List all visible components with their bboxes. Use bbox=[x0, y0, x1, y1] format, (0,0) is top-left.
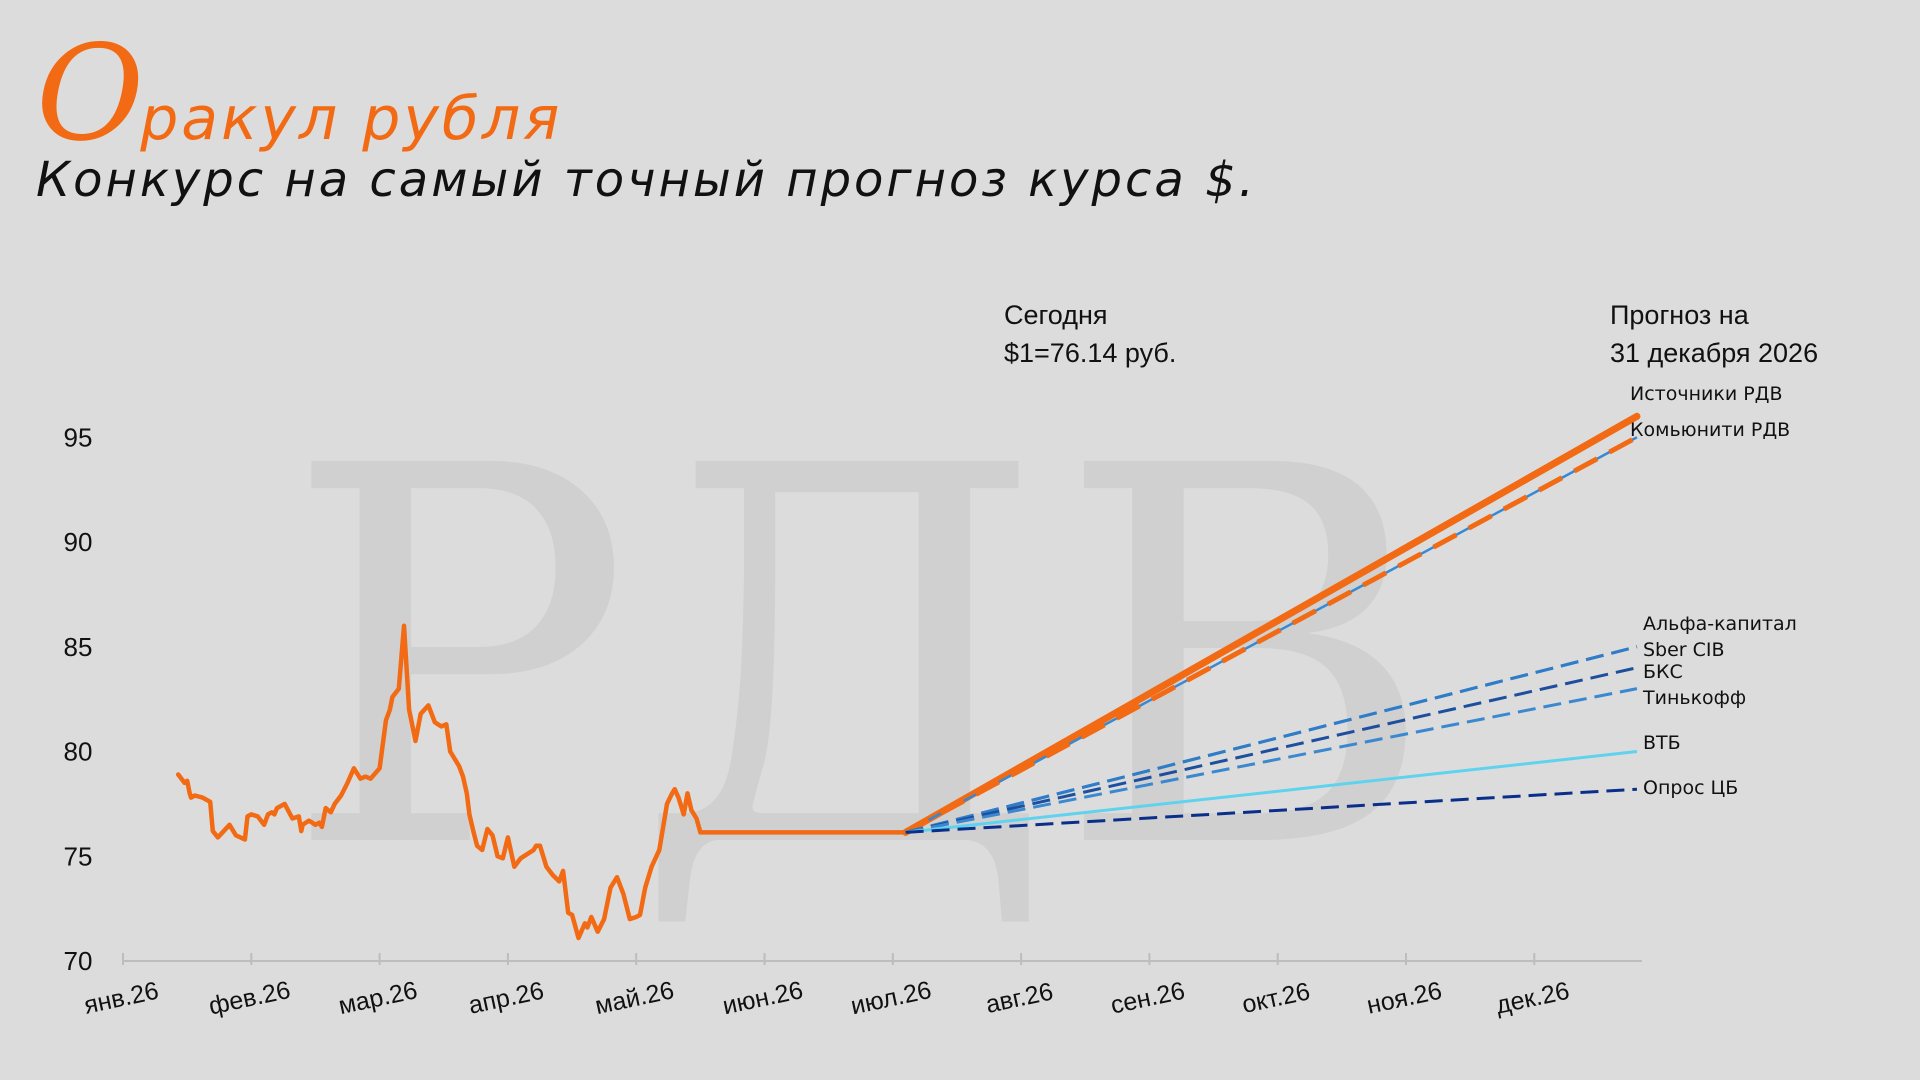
x-tick-label: дек.26 bbox=[1493, 977, 1571, 1020]
forecast-line-тинькофф bbox=[905, 687, 1638, 834]
page-title: Оракул рубля bbox=[36, 28, 562, 160]
y-tick-label: 90 bbox=[64, 527, 93, 557]
page-subtitle: Конкурс на самый точный прогноз курса $. bbox=[36, 152, 1257, 208]
chart-lines bbox=[175, 412, 1641, 941]
x-tick-label: май.26 bbox=[593, 976, 677, 1020]
history-line bbox=[175, 623, 908, 941]
forecast-line-втб bbox=[905, 750, 1638, 834]
forecast-label-line2: 31 декабря 2026 bbox=[1610, 338, 1818, 368]
x-tick-label: окт.26 bbox=[1240, 977, 1313, 1019]
forecast-label-бкс: БКС bbox=[1643, 661, 1683, 683]
x-tick-label: сен.26 bbox=[1108, 977, 1187, 1020]
forecast-line-комьюнити-рдв bbox=[904, 435, 1639, 835]
y-tick-label: 70 bbox=[64, 946, 93, 976]
forecast-label-sber-cib: Sber CIB bbox=[1643, 639, 1725, 661]
y-tick-label: 85 bbox=[64, 632, 93, 662]
forecast-label-тинькофф: Тинькофф bbox=[1642, 687, 1746, 709]
today-label-line2: $1=76.14 руб. bbox=[1004, 338, 1176, 368]
forecast-label-втб: ВТБ bbox=[1643, 732, 1681, 754]
y-tick-label: 95 bbox=[64, 422, 93, 452]
x-tick-label: ноя.26 bbox=[1364, 977, 1444, 1020]
today-label-line1: Сегодня bbox=[1004, 300, 1107, 330]
x-tick-label: янв.26 bbox=[82, 977, 162, 1020]
x-tick-label: апр.26 bbox=[466, 977, 546, 1020]
forecast-line-sber-cib bbox=[905, 645, 1638, 834]
y-tick-label: 75 bbox=[64, 841, 93, 871]
forecast-label-альфа-капитал: Альфа-капитал bbox=[1643, 613, 1797, 635]
title-initial: О bbox=[36, 17, 144, 171]
chart-axes bbox=[122, 953, 1642, 965]
x-tick-label: июн.26 bbox=[720, 976, 805, 1020]
x-tick-label: июл.26 bbox=[848, 976, 934, 1020]
forecast-line-бкс bbox=[905, 666, 1638, 834]
x-tick-label: фев.26 bbox=[206, 976, 293, 1021]
forecast-line-опрос-цб bbox=[905, 787, 1638, 834]
forecast-line-источники-рдв bbox=[902, 412, 1641, 836]
forecast-label-источники-рдв: Источники РДВ bbox=[1630, 383, 1783, 405]
y-tick-label: 80 bbox=[64, 737, 93, 767]
forecast-label-line1: Прогноз на bbox=[1610, 300, 1750, 330]
x-tick-label: авг.26 bbox=[983, 977, 1055, 1019]
x-tick-label: мар.26 bbox=[336, 976, 420, 1020]
forecast-label-комьюнити-рдв: Комьюнити РДВ bbox=[1630, 419, 1790, 441]
forecast-label-опрос-цб: Опрос ЦБ bbox=[1643, 777, 1738, 799]
watermark: РДВ bbox=[283, 357, 1438, 963]
title-text: ракул рубля bbox=[140, 84, 563, 154]
